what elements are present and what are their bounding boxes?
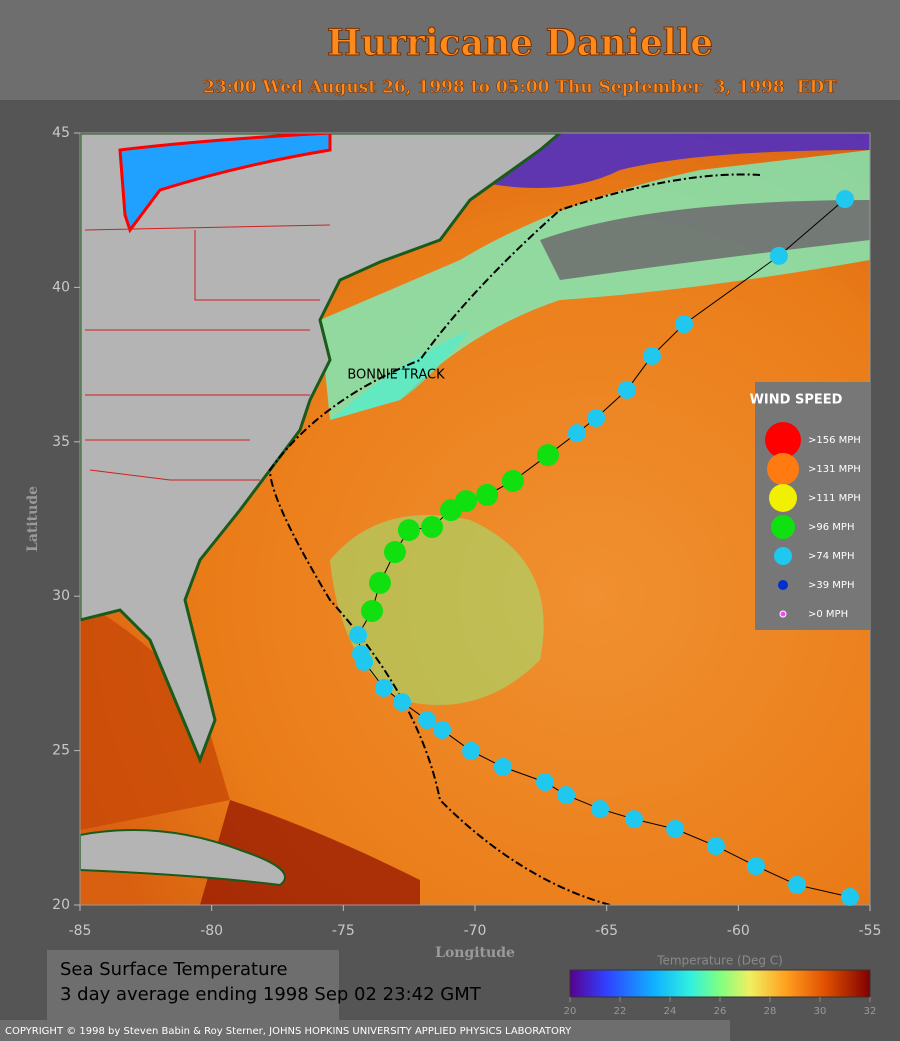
track-point	[840, 887, 859, 906]
track-point	[835, 190, 854, 209]
gulf-water	[80, 600, 230, 830]
info-line: Sea Surface Temperature	[60, 959, 288, 980]
header-band	[0, 0, 900, 100]
track-point	[374, 678, 393, 697]
legend-label: >156 MPH	[808, 435, 861, 446]
title: Hurricane Danielle	[327, 22, 713, 64]
track-point	[769, 246, 788, 265]
track-point	[368, 571, 391, 594]
track-point	[746, 857, 765, 876]
track-point	[591, 799, 610, 818]
legend: >156 MPH >131 MPH >111 MPH >96 MPH >74 MPH >3…	[765, 422, 861, 620]
track-point	[361, 600, 384, 623]
great-lakes	[118, 133, 332, 234]
cold-water	[470, 133, 870, 188]
track-point	[462, 741, 481, 760]
track-point	[675, 315, 694, 334]
track-point	[587, 409, 606, 428]
legend-label: >74 MPH	[808, 551, 854, 562]
subtitle: 23:00 Wed August 26, 1998 to 05:00 Thu S…	[203, 78, 837, 98]
x-tick-label: -75	[332, 923, 355, 939]
track-point	[418, 711, 437, 730]
colorbar-tick-label: 30	[814, 1006, 827, 1017]
track-point	[536, 444, 559, 467]
x-tick-label: -85	[69, 923, 92, 939]
legend-label: >39 MPH	[808, 580, 854, 591]
legend-marker	[779, 610, 787, 618]
x-tick-label: -65	[595, 923, 618, 939]
cool-water	[330, 330, 470, 420]
track-point	[455, 490, 478, 513]
y-axis-title: Latitude	[25, 486, 41, 552]
legend-marker	[765, 422, 801, 458]
track-point	[617, 380, 636, 399]
legend-marker	[778, 580, 788, 590]
track-point	[536, 773, 555, 792]
track-point	[351, 644, 370, 663]
track-point	[393, 693, 412, 712]
track-point	[788, 875, 807, 894]
legend-label: >0 MPH	[808, 609, 848, 620]
axes: -85 -80 -75 -70 -65 -60 -55 20 25 30 35 40 45 Longitu…	[25, 125, 881, 961]
bonnie-track	[268, 173, 761, 905]
colorbar-tick-label: 32	[864, 1006, 877, 1017]
legend-label: >111 MPH	[808, 493, 861, 504]
track-point	[501, 470, 524, 493]
x-tick-label: -55	[859, 923, 882, 939]
track	[349, 190, 859, 906]
map: BONNIE TRACK	[80, 133, 870, 905]
legend-marker	[771, 515, 795, 539]
y-tick-label: 35	[52, 434, 70, 450]
track-point	[706, 837, 725, 856]
y-tick-label: 25	[52, 743, 70, 759]
x-axis-title: Longitude	[435, 945, 515, 961]
track-point	[557, 786, 576, 805]
warm-eddy	[330, 515, 544, 705]
x-tick-label: -70	[464, 923, 487, 939]
track-point	[383, 541, 406, 564]
colorbar-tick-label: 20	[564, 1006, 577, 1017]
legend-title: WIND SPEED	[750, 393, 843, 408]
colorbar-tick-label: 26	[714, 1006, 727, 1017]
cuba	[80, 829, 286, 887]
colorbar-tick-label: 28	[764, 1006, 777, 1017]
colorbar-tick-label: 24	[664, 1006, 677, 1017]
y-tick-label: 30	[52, 588, 70, 604]
track-point	[349, 626, 368, 645]
legend-label: >131 MPH	[808, 464, 861, 475]
legend-marker	[774, 547, 792, 565]
track-point	[567, 424, 586, 443]
x-tick-label: -80	[200, 923, 223, 939]
info-line: 3 day average ending 1998 Sep 02 23:42 G…	[60, 984, 482, 1005]
track-point	[625, 810, 644, 829]
legend-label: >96 MPH	[808, 522, 854, 533]
track-point	[666, 820, 685, 839]
track-point	[433, 720, 452, 739]
colorbar	[569, 969, 871, 998]
state-borders	[84, 224, 331, 481]
track-point	[397, 519, 420, 542]
annotation: BONNIE TRACK	[347, 368, 445, 383]
x-tick-label: -60	[727, 923, 750, 939]
track-point	[476, 483, 499, 506]
colorbar-tick-label: 22	[614, 1006, 627, 1017]
clouds	[540, 200, 870, 280]
legend-marker	[769, 484, 797, 512]
y-tick-label: 45	[52, 125, 70, 141]
y-tick-label: 40	[52, 279, 70, 295]
footer-band	[0, 1020, 730, 1041]
track-point	[493, 757, 512, 776]
legend-marker	[767, 453, 799, 485]
colorbar-title: Temperature (Deg C)	[656, 954, 783, 968]
info-box	[47, 950, 339, 1020]
y-tick-label: 20	[52, 897, 70, 913]
track-point	[642, 346, 661, 365]
copyright: COPYRIGHT © 1998 by Steven Babin & Roy S…	[5, 1026, 572, 1037]
track-point	[421, 516, 444, 539]
colorbar-ticks: 20 22 24 26 28 30 32	[564, 997, 877, 1017]
